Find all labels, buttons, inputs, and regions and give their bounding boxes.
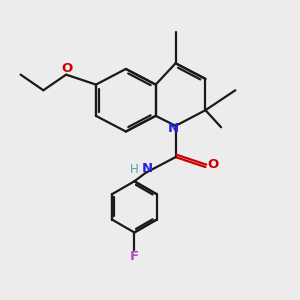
Text: O: O <box>61 62 73 75</box>
Text: N: N <box>142 162 153 175</box>
Text: F: F <box>130 250 139 263</box>
Text: H: H <box>130 163 139 176</box>
Text: N: N <box>168 122 179 135</box>
Text: O: O <box>207 158 218 171</box>
